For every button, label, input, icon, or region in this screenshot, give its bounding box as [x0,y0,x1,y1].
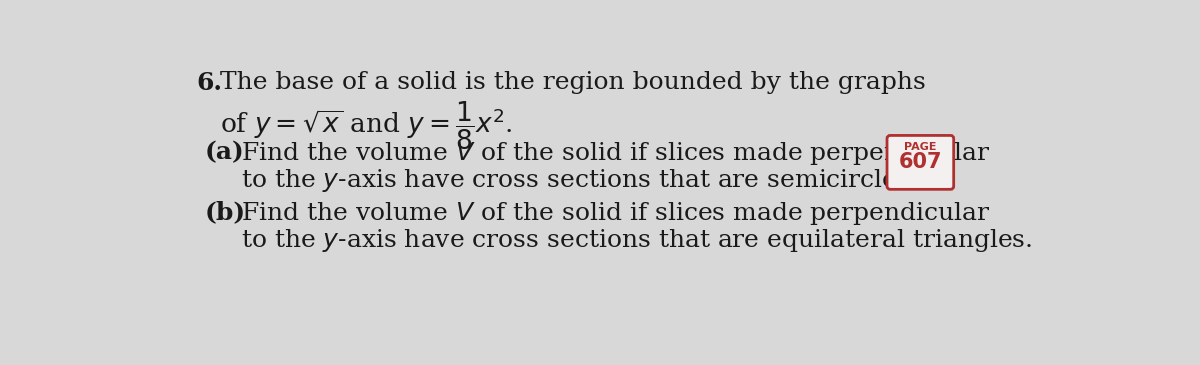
Text: Find the volume $V$ of the solid if slices made perpendicular: Find the volume $V$ of the solid if slic… [241,140,991,167]
Text: to the $y$-axis have cross sections that are semicircles.: to the $y$-axis have cross sections that… [241,167,918,194]
Text: of $y = \sqrt{x}$ and $y = \dfrac{1}{8}x^2$.: of $y = \sqrt{x}$ and $y = \dfrac{1}{8}x… [220,100,512,152]
Text: to the $y$-axis have cross sections that are equilateral triangles.: to the $y$-axis have cross sections that… [241,227,1033,254]
Text: Find the volume $V$ of the solid if slices made perpendicular: Find the volume $V$ of the solid if slic… [241,200,991,227]
Text: 6.: 6. [197,71,222,95]
Text: 607: 607 [899,152,942,172]
Text: (b): (b) [204,200,245,224]
Text: PAGE: PAGE [904,142,937,151]
FancyBboxPatch shape [887,135,954,189]
Text: (a): (a) [204,140,244,164]
Text: The base of a solid is the region bounded by the graphs: The base of a solid is the region bounde… [220,71,925,94]
